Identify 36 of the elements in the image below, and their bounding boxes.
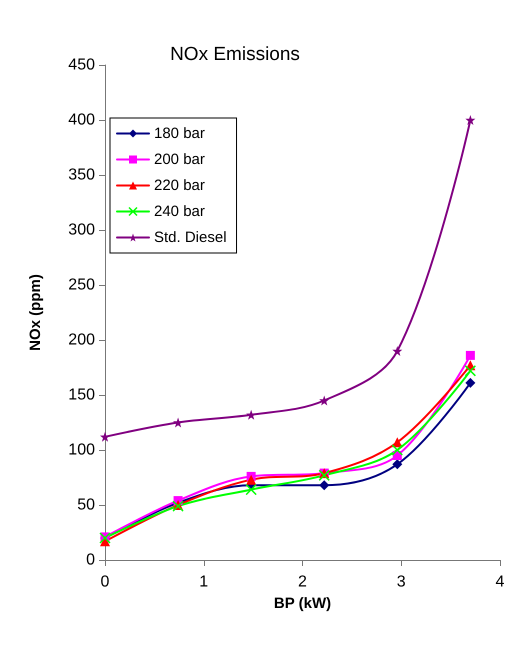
point bbox=[466, 350, 475, 360]
y-tick-label: 450 bbox=[68, 56, 96, 74]
point bbox=[319, 480, 330, 490]
legend-label: 240 bar bbox=[154, 203, 205, 220]
y-tick-label: 150 bbox=[68, 386, 96, 404]
point bbox=[318, 470, 330, 482]
point bbox=[465, 378, 476, 388]
y-tick-label: 100 bbox=[68, 442, 96, 458]
x-tick-label: 4 bbox=[496, 574, 505, 590]
y-tick-label: 400 bbox=[68, 112, 96, 128]
legend-label: 220 bar bbox=[154, 177, 205, 194]
x-tick-label: 2 bbox=[298, 574, 308, 590]
point bbox=[392, 346, 402, 356]
y-tick-label: 350 bbox=[68, 166, 96, 184]
y-tick-label: 250 bbox=[68, 276, 96, 294]
x-tick-label: 3 bbox=[396, 574, 406, 590]
y-tick-label: 0 bbox=[86, 552, 96, 568]
legend-label: Std. Diesel bbox=[154, 229, 227, 246]
x-tick-label: 1 bbox=[199, 574, 208, 590]
point bbox=[392, 459, 402, 470]
chart-title: NOx Emissions bbox=[170, 44, 300, 65]
point bbox=[392, 444, 404, 456]
y-tick-label: 50 bbox=[77, 496, 96, 514]
legend-label: 200 bar bbox=[154, 151, 205, 168]
y-tick-label: 300 bbox=[68, 222, 96, 238]
point bbox=[245, 484, 257, 496]
y-tick-label: 200 bbox=[68, 332, 96, 348]
point bbox=[100, 432, 110, 442]
legend-label: 180 bar bbox=[154, 125, 205, 142]
x-tick-label: 0 bbox=[100, 574, 110, 590]
x-axis-title: BP (kW) bbox=[274, 595, 332, 612]
point bbox=[465, 115, 476, 125]
point bbox=[319, 396, 330, 406]
point bbox=[246, 474, 256, 485]
y-axis-title: NOx (ppm) bbox=[27, 274, 44, 351]
point bbox=[464, 365, 476, 377]
